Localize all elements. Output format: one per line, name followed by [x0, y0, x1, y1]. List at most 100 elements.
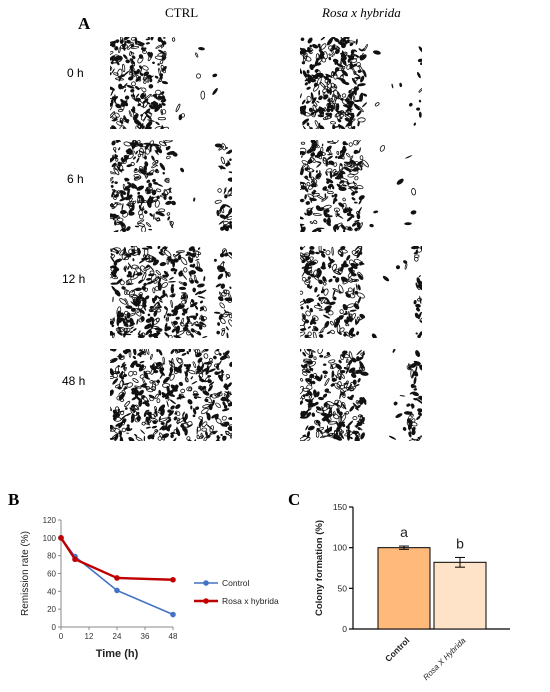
cell-mark [343, 166, 352, 172]
cell-mark [217, 374, 225, 378]
cell-mark [160, 40, 166, 49]
cell-mark [168, 368, 174, 377]
cell-mark [351, 77, 357, 85]
cell-mark [121, 202, 124, 212]
cell-mark [111, 55, 120, 62]
cell-mark [158, 300, 163, 303]
cell-mark [356, 422, 363, 427]
cell-mark [145, 409, 150, 413]
cell-mark [338, 124, 343, 129]
cell-mark [357, 284, 361, 291]
cell-mark [339, 74, 344, 81]
cell-mark [357, 121, 360, 127]
cell-mark [132, 74, 137, 78]
cell-mark [136, 185, 145, 191]
cell-mark [311, 109, 317, 116]
cell-mark [340, 391, 345, 396]
cell-mark [194, 439, 197, 441]
cell-mark [191, 321, 197, 327]
cell-mark [205, 412, 209, 416]
cell-mark [194, 290, 202, 296]
x-tick-label: 24 [113, 632, 122, 641]
cell-mark [317, 296, 326, 300]
cell-mark [356, 110, 362, 117]
cell-mark [133, 140, 136, 149]
cell-mark [195, 250, 200, 258]
cell-mark [334, 37, 340, 43]
cell-mark [216, 209, 220, 217]
cell-mark [408, 413, 414, 420]
cell-mark [333, 193, 338, 198]
cell-mark [417, 71, 421, 79]
cell-mark [315, 431, 320, 438]
cell-mark [300, 328, 307, 331]
cell-mark [330, 121, 336, 125]
cell-mark [338, 428, 343, 438]
cell-mark [418, 87, 422, 93]
cell-mark [126, 188, 130, 197]
cell-mark [125, 194, 133, 201]
cell-mark [318, 334, 324, 338]
cell-mark [302, 118, 310, 124]
cell-mark [132, 106, 136, 112]
cell-mark [337, 153, 345, 159]
cell-mark [181, 352, 187, 356]
cell-mark [304, 255, 312, 264]
cell-mark [184, 368, 189, 375]
cell-mark [322, 115, 332, 121]
cell-mark [140, 429, 145, 435]
cell-mark [344, 226, 353, 231]
cell-mark [306, 164, 311, 171]
cell-mark [140, 143, 148, 148]
cell-mark [129, 407, 136, 413]
cell-mark [145, 264, 150, 269]
cell-mark [196, 365, 202, 373]
cell-mark [165, 316, 170, 321]
cell-mark [312, 44, 319, 49]
cell-mark [300, 49, 307, 55]
cell-mark [161, 383, 171, 388]
cell-mark [309, 380, 314, 384]
cell-mark [302, 70, 308, 78]
cell-mark [222, 249, 226, 254]
cell-mark [305, 100, 310, 104]
cell-mark [123, 37, 130, 40]
cell-mark [115, 77, 124, 81]
cell-mark [343, 366, 349, 370]
cell-mark [303, 363, 308, 368]
cell-mark [123, 387, 126, 391]
cell-mark [147, 37, 151, 39]
cell-mark [114, 46, 119, 51]
cell-mark [311, 374, 315, 378]
cell-mark [413, 300, 417, 305]
cell-mark [219, 302, 225, 309]
cell-mark [220, 204, 227, 210]
cell-mark [125, 305, 133, 309]
cell-mark [345, 323, 350, 327]
category-label-0: Control [383, 635, 411, 663]
cell-mark [133, 349, 137, 356]
cell-mark [316, 427, 325, 432]
cell-mark [302, 52, 308, 62]
cell-mark [201, 427, 208, 432]
cell-mark [139, 360, 145, 364]
cell-mark [331, 433, 340, 437]
cell-mark [342, 141, 347, 146]
cell-mark [328, 278, 333, 283]
cell-mark [353, 103, 361, 111]
cell-mark [371, 333, 377, 338]
cell-mark [340, 224, 346, 231]
cell-mark [161, 102, 166, 106]
cell-mark [313, 259, 318, 264]
cell-mark [173, 258, 179, 263]
cell-mark [310, 367, 314, 371]
cell-mark [355, 407, 359, 411]
cell-mark [229, 361, 232, 367]
cell-mark [196, 434, 200, 440]
cell-mark [308, 361, 317, 367]
cell-mark [198, 386, 201, 390]
cell-mark [413, 388, 418, 391]
cell-mark [137, 194, 142, 199]
cell-mark [334, 95, 338, 103]
cell-mark [142, 167, 147, 175]
